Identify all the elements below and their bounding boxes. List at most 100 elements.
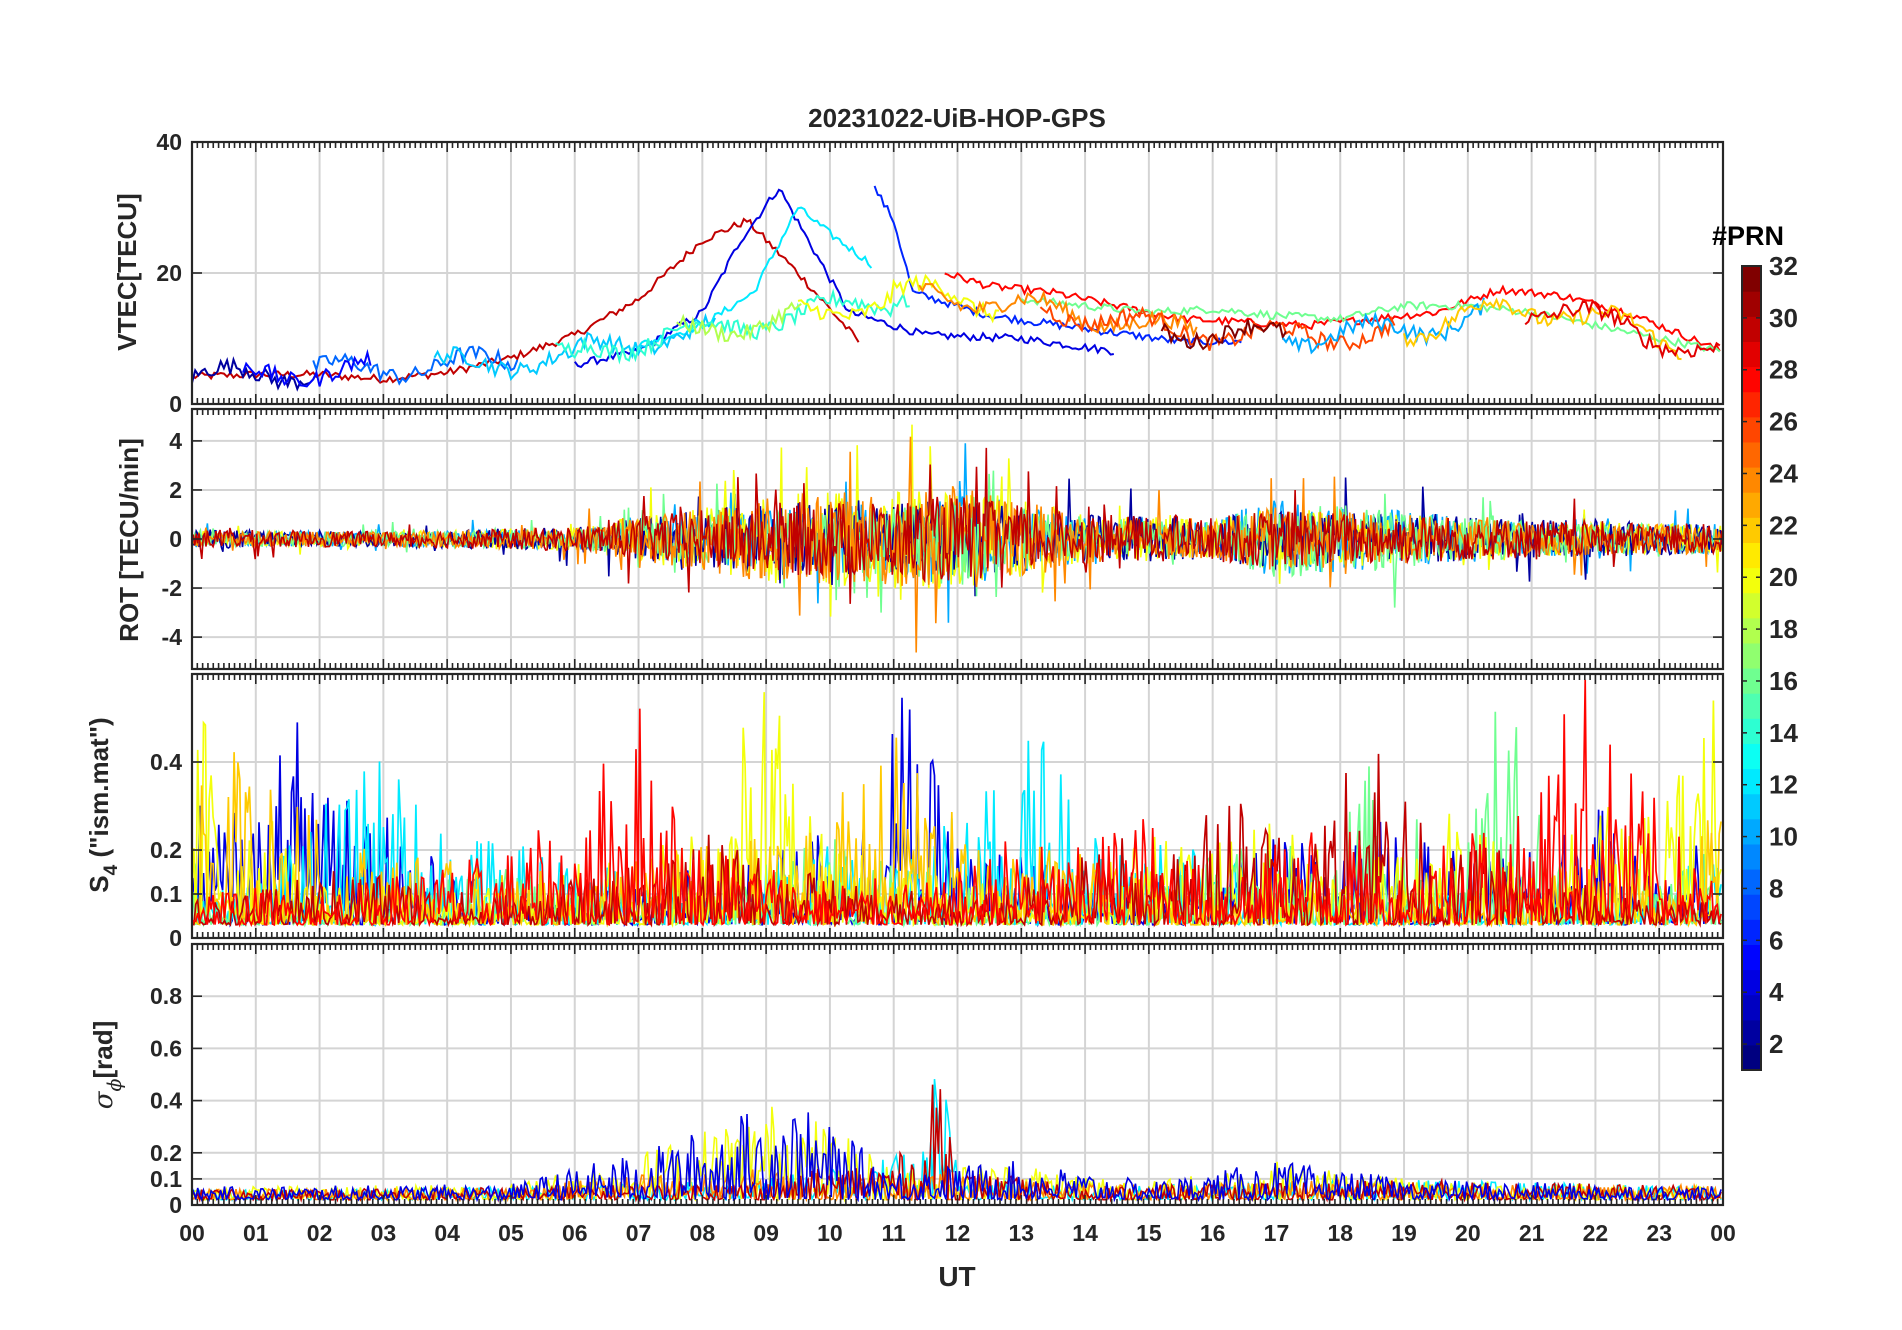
colorbar-segment [1742,517,1761,543]
colorbar-tick-label: 4 [1769,977,1784,1007]
x-tick-label: 00 [179,1220,205,1246]
x-tick-label: 18 [1327,1220,1353,1246]
colorbar-tick-label: 12 [1769,770,1798,800]
sigma-ytick-label: 0 [169,1192,182,1218]
x-tick-label: 12 [945,1220,971,1246]
rot-series-group [192,424,1723,653]
colorbar-segment [1742,341,1761,368]
vtec-series-prn-11 [433,312,717,381]
colorbar-tick-label: 30 [1769,303,1798,333]
colorbar-tick-label: 14 [1769,718,1798,748]
s4-ylabel-main: S [84,875,114,892]
colorbar-tick-label: 22 [1769,510,1798,540]
colorbar-segment [1742,316,1761,342]
sigma-ytick-label: 0.1 [150,1166,182,1192]
x-tick-label: 11 [882,1220,907,1246]
vtec-series-prn-26 [1039,304,1396,353]
sigma-ytick-label: 0.6 [150,1035,182,1061]
vtec-series-prn-29 [1524,300,1721,360]
s4-panel: 0 0.1 0.2 0.4 [150,672,1725,951]
sigma-phase-panel: 00.10.2 0.4 0.6 0.8 [150,942,1725,1218]
vtec-panel: 0 20 40 [156,129,1725,417]
x-tick-label: 10 [817,1220,843,1246]
colorbar-title: #PRN [1712,221,1784,251]
colorbar-segment [1742,567,1761,594]
x-tick-label: 05 [498,1220,524,1246]
colorbar-segment [1742,793,1761,820]
colorbar-segment [1742,592,1761,619]
vtec-series-prn-2 [192,356,318,392]
x-tick-label: 16 [1200,1220,1226,1246]
vtec-series-prn-18 [676,301,802,344]
vtec-series-prn-5 [242,348,372,388]
sigma-ytick-label: 0.8 [150,983,182,1009]
s4-ytick-label: 0 [169,925,182,951]
rot-ytick-label: -4 [162,624,183,650]
figure-title: 20231022-UiB-HOP-GPS [808,103,1106,133]
s4-ylabel-sub: 4 [101,864,122,875]
x-tick-label: 09 [753,1220,779,1246]
vtec-series-prn-8 [312,345,519,386]
sigma-ytick-label: 0.4 [150,1088,182,1114]
x-tick-label: 14 [1072,1220,1098,1246]
colorbar-segment [1742,617,1761,644]
vtec-ytick-label: 40 [156,129,182,155]
colorbar-segment [1742,416,1761,443]
s4-series-group [192,679,1722,929]
rot-axes-box [190,407,1725,671]
vtec-series-prn-20 [797,273,1000,324]
vtec-series-group [192,185,1721,392]
x-tick-label: 06 [562,1220,588,1246]
rot-ytick-label: -2 [162,575,182,601]
colorbar-segment [1742,366,1761,393]
x-tick-label: 01 [243,1220,269,1246]
colorbar-frame [1741,265,1762,1071]
colorbar-tick-label: 28 [1769,355,1798,385]
colorbar-segment [1742,1044,1761,1071]
colorbar-tick-label: 18 [1769,614,1798,644]
colorbar-segment [1742,542,1761,569]
x-tick-label: 02 [307,1220,333,1246]
vtec-ylabel: VTEC[TECU] [112,193,142,350]
colorbar-tick-label: 24 [1769,458,1798,488]
colorbar-segment [1742,291,1761,317]
x-tick-label: 00 [1710,1220,1736,1246]
colorbar-segment [1742,944,1761,971]
vtec-series-prn-22 [1403,297,1682,361]
x-axis-label: UT [938,1261,975,1292]
sigma-ylabel: σϕ[rad] [88,1021,126,1109]
colorbar-tick-label: 6 [1769,925,1783,955]
s4-ylabel-rest: ("ism.mat") [84,717,114,864]
rot-ytick-label: 2 [169,477,182,503]
colorbar-segment [1742,969,1761,996]
colorbar-tick-label: 16 [1769,666,1798,696]
colorbar-segment [1742,1019,1761,1046]
colorbar-segment [1742,668,1761,694]
colorbar-segment [1742,894,1761,920]
s4-axes-box [190,672,1725,940]
colorbar-segment [1742,843,1761,870]
colorbar-segment [1742,441,1761,468]
x-tick-label: 07 [626,1220,652,1246]
x-tick-label: 17 [1264,1220,1290,1246]
colorbar-tick-label: 20 [1769,562,1798,592]
s4-ytick-label: 0.1 [150,881,182,907]
vtec-axes-box [190,140,1725,406]
colorbar-tick-label: 2 [1769,1029,1783,1059]
rot-ylabel: ROT [TECU/min] [114,438,144,642]
x-tick-label: 03 [371,1220,397,1246]
vtec-series-prn-16 [1020,297,1721,353]
colorbar-segment [1742,768,1761,795]
s4-series-prn-22 [192,737,1722,929]
s4-series-prn-28 [192,679,1722,928]
sigma-ylabel-sub: ϕ [104,1078,126,1091]
colorbar-tick-label: 8 [1769,873,1783,903]
x-tick-label: 19 [1391,1220,1417,1246]
s4-ytick-label: 0.4 [150,749,182,775]
x-tick-labels: 00 01 02 03 04 05 06 07 08 09 10 11 12 13 14 15 16 17 18 19… [179,1220,1736,1246]
rot-ytick-label: 4 [169,428,182,454]
x-tick-label: 08 [690,1220,716,1246]
colorbar-segment [1742,391,1761,418]
